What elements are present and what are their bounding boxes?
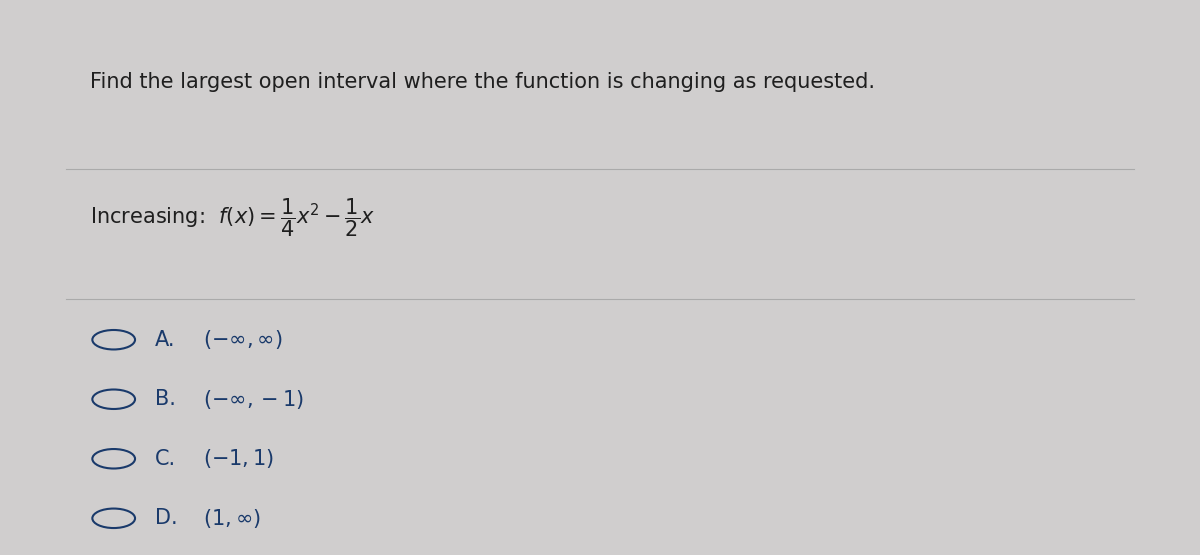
Text: $(-\infty, -1)$: $(-\infty, -1)$ [203, 388, 304, 411]
Text: D.: D. [155, 508, 178, 528]
Text: C.: C. [155, 449, 176, 469]
Text: B.: B. [155, 389, 176, 409]
Text: $(-\infty, \infty)$: $(-\infty, \infty)$ [203, 328, 282, 351]
Text: Increasing:  $f(x) = \dfrac{1}{4}x^2 - \dfrac{1}{2}x$: Increasing: $f(x) = \dfrac{1}{4}x^2 - \d… [90, 196, 376, 239]
Text: $(-1, 1)$: $(-1, 1)$ [203, 447, 274, 470]
Text: Find the largest open interval where the function is changing as requested.: Find the largest open interval where the… [90, 72, 875, 92]
Text: $(1, \infty)$: $(1, \infty)$ [203, 507, 260, 530]
Text: A.: A. [155, 330, 175, 350]
